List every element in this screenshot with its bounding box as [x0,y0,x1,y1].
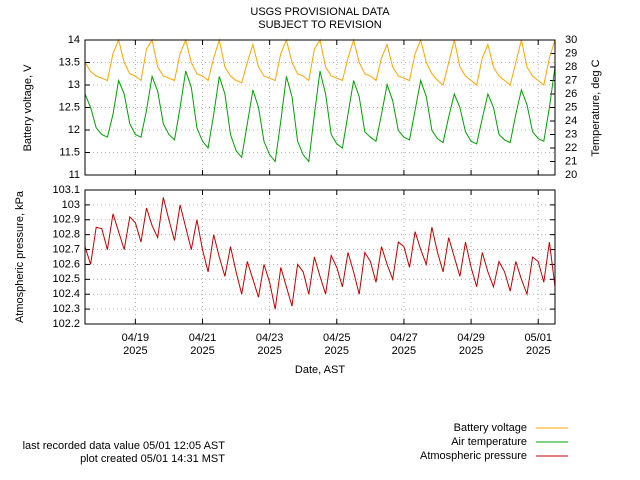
y2-tick-label: 30 [565,34,577,46]
legend-label: Battery voltage [454,422,527,434]
y-tick-label: 11 [69,169,80,181]
x-tick-label: 05/01 2025 [524,332,552,357]
y2-tick-label: 22 [565,142,577,154]
x-tick-label: 04/25 2025 [323,332,351,357]
y2-tick-label: 24 [565,115,577,127]
legend-label: Atmospheric pressure [420,450,527,462]
y2-axis-label: Temperature, deg C [590,59,602,156]
y-tick-label: 13 [68,79,80,91]
y-tick-label: 102.4 [52,288,80,300]
x-axis-label: Date, AST [295,364,345,376]
x-tick-label: 04/19 2025 [122,332,150,357]
y2-tick-label: 28 [565,61,577,73]
y-tick-label: 102.2 [52,318,80,330]
y-tick-label: 102.9 [52,214,80,226]
chart-subtitle: SUBJECT TO REVISION [258,19,382,31]
y-tick-label: 102.6 [52,258,80,270]
chart-title: USGS PROVISIONAL DATA [250,6,390,18]
y2-tick-label: 25 [565,101,577,113]
y2-tick-label: 26 [565,88,577,100]
data-line [84,66,556,163]
plot-frame [84,39,556,176]
y2-tick-label: 20 [565,169,577,181]
data-line [84,197,556,310]
x-tick-label: 04/23 2025 [256,332,284,357]
y-tick-label: 102.7 [52,243,80,255]
y-tick-label: 11.5 [59,146,80,158]
plot-frame [84,189,556,325]
x-tick-label: 04/27 2025 [390,332,418,357]
note: plot created 05/01 14:31 MST [80,453,225,465]
y-tick-label: 102.8 [52,229,80,241]
legend-label: Air temperature [451,436,527,448]
note: last recorded data value 05/01 12:05 AST [23,440,226,452]
y2-tick-label: 23 [565,128,577,140]
y-axis-label: Battery voltage, V [22,64,34,151]
y2-tick-label: 29 [565,47,577,59]
x-tick-label: 04/29 2025 [457,332,485,357]
y-tick-label: 12.5 [59,101,80,113]
y2-tick-label: 27 [565,74,577,86]
y-tick-label: 102.3 [52,303,80,315]
y2-tick-label: 21 [565,155,577,167]
y-tick-label: 103 [62,199,80,211]
y-tick-label: 12 [68,124,80,136]
y-tick-label: 102.5 [52,273,80,285]
y-tick-label: 13.5 [59,56,80,68]
data-line [84,38,556,86]
y-tick-label: 14 [68,34,80,46]
x-tick-label: 04/21 2025 [189,332,217,357]
y-axis-label: Atmospheric pressure, kPa [14,190,26,323]
y-tick-label: 103.1 [52,184,80,196]
